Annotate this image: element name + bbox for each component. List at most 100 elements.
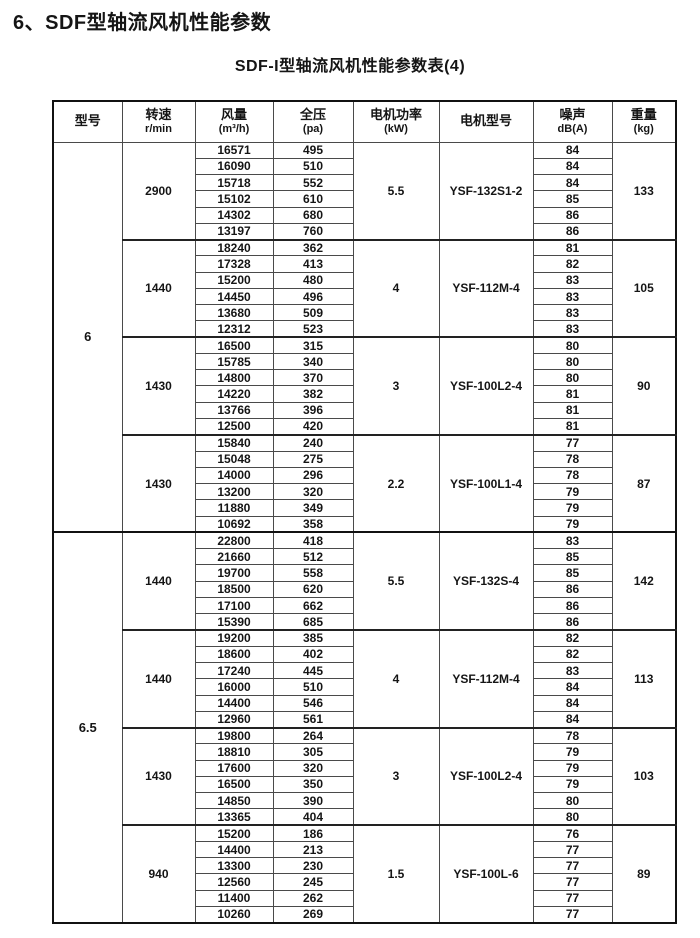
header-row: 型号 转速 r/min 风量 (m³/h) 全压 (pa) 电机功率 (k	[52, 100, 677, 143]
pressure-cell: 523	[272, 320, 354, 338]
pressure-cell: 662	[272, 596, 354, 615]
table-row: 18600 402 82	[53, 645, 676, 664]
noise-cell: 81	[532, 385, 613, 403]
noise-cell: 83	[532, 320, 613, 338]
table-row: 13200 320 79	[53, 483, 676, 501]
header-airflow-label: 风量	[220, 106, 247, 122]
airflow-cell: 13365	[194, 808, 274, 826]
noise-cell: 86	[532, 222, 613, 241]
speed-cell: 1440	[121, 628, 196, 729]
table-row: 11880 349 79	[53, 499, 676, 517]
header-pressure-label: 全压	[299, 106, 326, 122]
table-row: 14400 546 84	[53, 694, 676, 712]
airflow-cell: 13766	[194, 401, 274, 420]
speed-cell: 1430	[121, 336, 196, 436]
table-row: 1440 19200 385 4 YSF-112M-4 82 113	[53, 628, 677, 729]
airflow-cell: 18600	[194, 645, 274, 664]
table-row: 10260 269 77	[53, 905, 676, 924]
airflow-cell: 15785	[194, 352, 274, 371]
table-row: 1430 16500 315 3 YSF-100L2-4 80 90	[53, 336, 677, 436]
fan-performance-table: 型号 转速 r/min 风量 (m³/h) 全压 (pa) 电机功率 (k	[52, 100, 677, 924]
motor-cell: YSF-132S-4	[438, 531, 534, 631]
table-row: 14302 680 86	[53, 206, 676, 224]
noise-cell: 86	[532, 613, 613, 631]
noise-cell: 84	[532, 174, 613, 192]
noise-cell: 81	[532, 418, 613, 436]
table-row: 18810 305 79	[53, 743, 676, 761]
weight-cell: 142	[611, 531, 677, 631]
airflow-cell: 14220	[194, 385, 274, 403]
pressure-cell: 320	[272, 483, 354, 501]
table-row: 17328 413 82	[53, 255, 676, 273]
airflow-cell: 16500	[194, 336, 274, 354]
table-row: 13365 404 80	[53, 808, 676, 826]
noise-cell: 82	[532, 628, 613, 647]
noise-cell: 78	[532, 450, 613, 468]
noise-cell: 81	[532, 238, 613, 257]
pressure-cell: 186	[272, 824, 354, 842]
noise-cell: 80	[532, 808, 613, 826]
noise-cell: 83	[532, 304, 613, 322]
pressure-cell: 680	[272, 206, 354, 224]
airflow-cell: 13300	[194, 857, 274, 875]
pressure-cell: 510	[272, 157, 354, 176]
airflow-cell: 13200	[194, 483, 274, 501]
motor-cell: YSF-112M-4	[438, 628, 534, 729]
page-title: 6、SDF型轴流风机性能参数	[13, 12, 272, 34]
noise-cell: 83	[532, 271, 613, 289]
weight-cell: 90	[611, 336, 677, 436]
header-airflow: 风量 (m³/h)	[194, 100, 274, 143]
speed-cell: 2900	[121, 141, 196, 241]
motor-cell: YSF-112M-4	[438, 238, 534, 338]
header-model-label: 型号	[74, 113, 101, 129]
table-row: 6 2900 16571 495 5.5 YSF-132S1-2 84 133	[52, 141, 677, 533]
motor-cell: YSF-100L-6	[438, 824, 534, 924]
pressure-cell: 390	[272, 792, 354, 810]
pressure-cell: 402	[272, 645, 354, 664]
weight-cell: 113	[611, 628, 677, 729]
table-row: 12560 245 77	[53, 873, 676, 891]
speed-cell: 940	[121, 824, 196, 924]
table-row: 6.5 1440 22800 418 5.5 YSF-132S-4 83 142	[52, 531, 677, 924]
pressure-cell: 445	[272, 661, 354, 680]
motor-cell: YSF-132S1-2	[438, 141, 534, 241]
power-cell: 3	[352, 336, 440, 436]
pressure-cell: 358	[272, 515, 354, 533]
weight-cell: 103	[611, 726, 677, 826]
noise-cell: 76	[532, 824, 613, 842]
pressure-cell: 245	[272, 873, 354, 891]
weight-cell: 87	[611, 433, 677, 533]
pressure-cell: 420	[272, 418, 354, 436]
table-row: 1430 15840 240 2.2 YSF-100L1-4 77 87	[53, 433, 677, 533]
model-cell: 6.5	[52, 531, 123, 924]
airflow-cell: 19800	[194, 726, 274, 745]
noise-cell: 77	[532, 905, 613, 924]
header-weight: 重量 (kg)	[611, 100, 677, 143]
power-cell: 4	[352, 238, 440, 338]
pressure-cell: 620	[272, 580, 354, 598]
pressure-cell: 315	[272, 336, 354, 354]
header-pressure: 全压 (pa)	[272, 100, 354, 143]
noise-cell: 84	[532, 141, 613, 159]
pressure-cell: 340	[272, 352, 354, 371]
weight-cell: 133	[611, 141, 677, 241]
airflow-cell: 12500	[194, 418, 274, 436]
noise-cell: 80	[532, 336, 613, 354]
pressure-cell: 413	[272, 255, 354, 273]
table-row: 15200 480 83	[53, 271, 676, 289]
table-title: SDF-I型轴流风机性能参数表(4)	[234, 58, 466, 75]
speed-cell: 1430	[121, 726, 196, 826]
pressure-cell: 262	[272, 889, 354, 907]
noise-cell: 84	[532, 678, 613, 696]
weight-cell: 105	[611, 238, 677, 338]
airflow-cell: 10692	[194, 515, 274, 533]
airflow-cell: 17100	[194, 596, 274, 615]
airflow-cell: 16000	[194, 678, 274, 696]
airflow-cell: 14400	[194, 840, 274, 859]
noise-cell: 81	[532, 401, 613, 420]
noise-cell: 79	[532, 775, 613, 794]
table-header: 型号 转速 r/min 风量 (m³/h) 全压 (pa) 电机功率 (k	[52, 100, 677, 143]
pressure-cell: 558	[272, 564, 354, 582]
airflow-cell: 21660	[194, 548, 274, 566]
pressure-cell: 496	[272, 287, 354, 306]
